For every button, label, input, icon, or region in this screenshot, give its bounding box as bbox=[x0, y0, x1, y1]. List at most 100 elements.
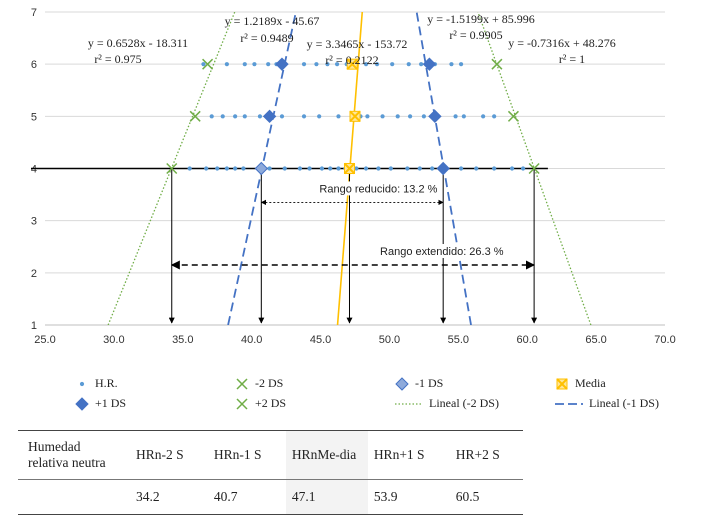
x-tick-label: 60.0 bbox=[517, 334, 538, 346]
data-point-x bbox=[236, 397, 248, 410]
range-label-bg bbox=[383, 244, 500, 259]
data-point-dot bbox=[325, 62, 330, 67]
data-point-dot bbox=[336, 114, 341, 119]
data-point-diamond bbox=[262, 109, 277, 124]
guide-lines: Rango reducido: 13.2 % Rango extendido: 2… bbox=[31, 167, 548, 324]
legend-marker bbox=[556, 377, 568, 390]
data-point-diamond bbox=[436, 161, 450, 176]
data-point-dot bbox=[242, 62, 247, 67]
data-point-dot bbox=[336, 166, 341, 171]
data-point-dot bbox=[509, 166, 515, 171]
table-header-cell: HRn-1 S bbox=[207, 430, 286, 480]
y-tick-label: 6 bbox=[31, 59, 37, 71]
data-point-dot bbox=[252, 62, 257, 67]
data-points bbox=[166, 57, 540, 176]
legend: H.R. -2 DS -1 DS Media +1 DS +2 DS Lineal (-2 … bbox=[0, 372, 703, 420]
data-point-diamond bbox=[428, 109, 442, 124]
trendline-equation: y = -0.7316x + 48.276 bbox=[508, 36, 616, 50]
data-point-dot bbox=[267, 166, 272, 171]
data-point-x bbox=[166, 162, 178, 175]
y-tick-label: 4 bbox=[31, 164, 37, 176]
legend-item: +2 DS bbox=[235, 396, 286, 411]
table-header-cell: HRn+1 S bbox=[367, 430, 450, 480]
data-point-dot bbox=[328, 166, 333, 171]
trendline-r2: r² = 1 bbox=[559, 52, 585, 66]
legend-marker bbox=[236, 397, 248, 410]
data-point-media bbox=[346, 58, 358, 70]
data-point-dot bbox=[419, 62, 424, 67]
data-point-dot bbox=[279, 114, 285, 119]
data-point-x bbox=[202, 58, 214, 70]
data-point-dot bbox=[449, 62, 454, 67]
equation-labels: y = 0.6528x - 18.311 r² = 0.975 y = 1.2189… bbox=[88, 12, 616, 67]
legend-item: -2 DS bbox=[235, 376, 283, 391]
data-point-x bbox=[236, 377, 248, 390]
range-label: Rango extendido: 26.3 % bbox=[380, 246, 504, 258]
y-tick-label: 3 bbox=[31, 216, 37, 228]
y-tick-label: 1 bbox=[31, 320, 37, 332]
axes: 1 2 3 4 5 6 7 25.0 30.0 35.0 40.0 45.0 50.0 55.0 60.0 6… bbox=[31, 7, 676, 346]
data-point-dot bbox=[520, 166, 526, 171]
legend-label: H.R. bbox=[95, 376, 118, 390]
legend-marker bbox=[555, 402, 583, 405]
data-point-dot bbox=[405, 166, 410, 171]
data-point-dot bbox=[282, 166, 287, 171]
data-point-dot bbox=[334, 62, 340, 67]
data-point-dot bbox=[380, 114, 385, 119]
legend-marker bbox=[79, 381, 85, 386]
table-row-label: Humedad relativa neutra bbox=[18, 430, 130, 480]
legend-marker bbox=[236, 377, 248, 390]
data-point-dot bbox=[374, 62, 380, 67]
data-point-media bbox=[556, 377, 568, 390]
table-value-cell: 34.2 bbox=[130, 479, 208, 515]
data-point-x bbox=[528, 162, 540, 175]
legend-label: +2 DS bbox=[255, 396, 287, 410]
data-point-dot bbox=[417, 166, 422, 171]
data-point-dot bbox=[204, 166, 209, 171]
legend-marker bbox=[395, 402, 423, 405]
data-point-dot bbox=[220, 114, 225, 119]
table-header-cell: HR+2 S bbox=[449, 430, 523, 480]
x-tick-label: 25.0 bbox=[34, 334, 55, 346]
x-tick-label: 30.0 bbox=[103, 334, 124, 346]
data-point-dot bbox=[187, 166, 192, 171]
x-tick-label: 45.0 bbox=[310, 334, 331, 346]
data-point-x bbox=[189, 110, 201, 122]
data-point-dot bbox=[297, 166, 302, 171]
neutral-humidity-table: Humedad relativa neutra HRn-2 S HRn-1 S … bbox=[18, 430, 523, 515]
data-point-dot bbox=[319, 166, 325, 171]
data-point-dot bbox=[390, 62, 395, 67]
data-point-dot bbox=[233, 114, 238, 119]
data-point-dot bbox=[365, 114, 370, 119]
data-point-dot bbox=[421, 114, 426, 119]
data-point-dot bbox=[408, 114, 413, 119]
range-label-bg bbox=[320, 181, 437, 196]
data-point-dot bbox=[224, 166, 229, 171]
data-point-x bbox=[491, 58, 503, 70]
data-point-dot bbox=[492, 114, 497, 119]
data-point-x bbox=[507, 110, 519, 122]
data-point-diamond bbox=[75, 396, 89, 411]
legend-label: +1 DS bbox=[95, 396, 127, 410]
data-point-dot bbox=[354, 166, 359, 171]
data-point-dot bbox=[257, 114, 263, 119]
trendline-r2: r² = 0.975 bbox=[94, 52, 141, 66]
data-point-dot bbox=[317, 114, 322, 119]
legend-label: -1 DS bbox=[415, 376, 444, 390]
data-point-dot bbox=[458, 166, 464, 171]
x-tick-label: 40.0 bbox=[241, 334, 262, 346]
data-point-media bbox=[349, 110, 361, 123]
table-row-label-spacer bbox=[18, 479, 130, 515]
data-point-diamond bbox=[254, 161, 269, 176]
legend-label: -2 DS bbox=[255, 376, 284, 390]
y-tick-label: 2 bbox=[31, 268, 37, 280]
trendline-r2: r² = 0.9905 bbox=[449, 28, 502, 42]
data-point-dot bbox=[492, 166, 497, 171]
legend-marker bbox=[75, 396, 89, 411]
legend-label: Lineal (-1 DS) bbox=[589, 396, 659, 410]
data-point-dot bbox=[266, 62, 271, 67]
data-point-dot bbox=[209, 114, 214, 119]
y-tick-label: 5 bbox=[31, 111, 37, 123]
legend-item: +1 DS bbox=[75, 396, 126, 411]
data-point-dot bbox=[201, 62, 206, 67]
